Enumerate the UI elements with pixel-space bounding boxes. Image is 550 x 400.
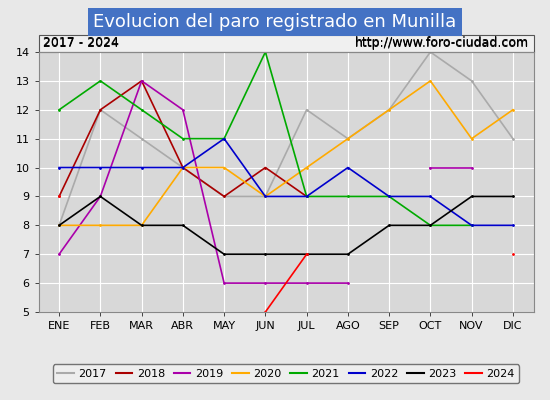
Text: http://www.foro-ciudad.com: http://www.foro-ciudad.com — [354, 36, 529, 49]
Legend: 2017, 2018, 2019, 2020, 2021, 2022, 2023, 2024: 2017, 2018, 2019, 2020, 2021, 2022, 2023… — [53, 364, 519, 383]
Text: 2017 - 2024: 2017 - 2024 — [43, 37, 119, 50]
Text: http://www.foro-ciudad.com: http://www.foro-ciudad.com — [354, 37, 529, 50]
Text: Evolucion del paro registrado en Munilla: Evolucion del paro registrado en Munilla — [94, 13, 456, 31]
Bar — [39, 35, 534, 52]
Text: 2017 - 2024: 2017 - 2024 — [43, 36, 119, 49]
